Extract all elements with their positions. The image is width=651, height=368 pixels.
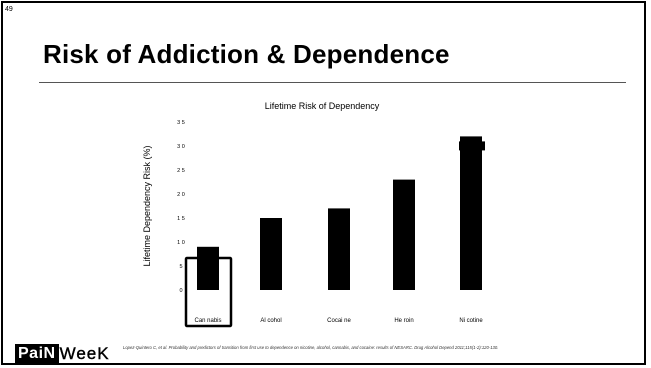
bar-cap-nicotine <box>459 141 485 151</box>
title-divider <box>39 82 626 83</box>
citation: Lopez-Quintero C, et al. Probability and… <box>123 345 499 350</box>
x-tick-label: He roin <box>394 318 413 324</box>
y-tick-label: 2 5 <box>177 168 185 174</box>
y-tick-label: 5 <box>179 264 182 270</box>
highlight-box-cannabis <box>184 256 233 328</box>
y-tick-label: 2 0 <box>177 192 185 198</box>
logo-week-text: WeeK <box>59 344 110 363</box>
x-tick-label: Cocai ne <box>327 318 351 324</box>
y-axis-label: Lifetime Dependency Risk (%) <box>142 145 152 266</box>
y-tick-label: 1 5 <box>177 216 185 222</box>
y-tick-label: 3 0 <box>177 144 185 150</box>
y-tick-label: 1 0 <box>177 240 185 246</box>
slide-title: Risk of Addiction & Dependence <box>43 39 450 69</box>
bar-alcohol <box>260 218 282 290</box>
bar-cocaine <box>328 208 350 290</box>
bar-nicotine <box>460 136 482 290</box>
x-tick-label: Can nabis <box>194 318 221 324</box>
logo-pain-text: PaiN <box>15 344 59 363</box>
x-tick-label: Ni cotine <box>459 318 483 324</box>
bar-cannabis <box>197 246 219 290</box>
y-tick-label: 0 <box>179 288 182 294</box>
y-tick-label: 3 5 <box>177 120 185 126</box>
slide-number: 49 <box>5 6 13 13</box>
chart-title: Lifetime Risk of Dependency <box>265 101 380 111</box>
x-tick-label: Al cohol <box>260 318 281 324</box>
bar-heroin <box>393 179 415 290</box>
painweek-logo: PaiN WeeK <box>15 344 110 363</box>
